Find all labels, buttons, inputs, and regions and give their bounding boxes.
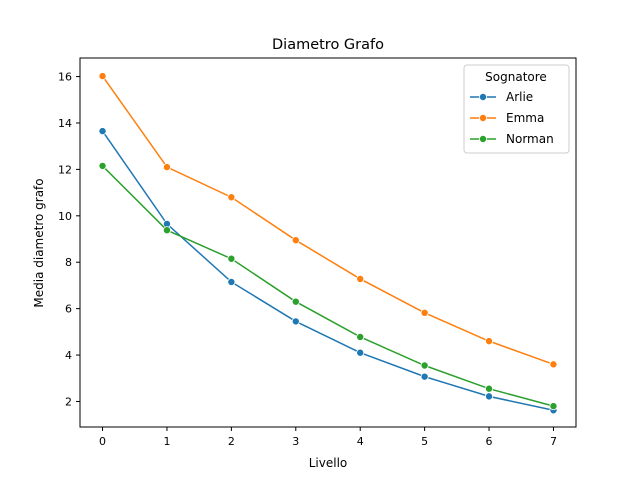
y-tick-label: 2	[65, 395, 72, 408]
legend-marker-arlie	[478, 93, 487, 102]
y-tick-label: 8	[65, 256, 72, 269]
y-tick-label: 16	[58, 71, 72, 84]
y-axis-label: Media diametro grafo	[32, 178, 46, 307]
y-tick-label: 12	[58, 163, 72, 176]
x-tick-label: 2	[228, 435, 235, 448]
legend-marker-norman	[478, 134, 487, 143]
legend-items: Arlie Emma Norman	[470, 90, 554, 146]
x-tick-label: 6	[486, 435, 493, 448]
legend-title: Sognatore	[485, 70, 547, 84]
data-point-norman	[549, 402, 558, 411]
data-point-arlie	[356, 348, 365, 357]
data-point-norman	[420, 361, 429, 370]
series-layer	[98, 72, 558, 415]
legend: Sognatore Arlie Emma Norman	[463, 64, 570, 154]
series-line-norman	[102, 165, 554, 407]
y-tick-label: 4	[65, 349, 72, 362]
x-tick-label: 0	[99, 435, 106, 448]
x-tick-label: 3	[292, 435, 299, 448]
data-point-emma	[227, 193, 236, 202]
x-tick-label: 1	[163, 435, 170, 448]
legend-marker-emma	[478, 114, 487, 123]
chart-title: Diametro Grafo	[272, 37, 384, 53]
data-point-emma	[485, 337, 494, 346]
data-point-emma	[291, 236, 300, 245]
data-point-emma	[162, 163, 171, 172]
series-line-emma	[101, 75, 554, 366]
x-tick-label: 4	[357, 435, 364, 448]
data-point-norman	[227, 254, 236, 263]
data-point-arlie	[291, 317, 300, 326]
x-tick-label: 5	[421, 435, 428, 448]
data-point-norman	[356, 332, 365, 341]
y-tick-label: 14	[58, 117, 72, 130]
plot-frame	[79, 57, 577, 428]
x-tick-label: 7	[550, 435, 557, 448]
legend-box	[463, 64, 570, 154]
legend-label-norman: Norman	[506, 132, 554, 146]
series-line-arlie	[101, 130, 554, 412]
y-tick-label: 6	[65, 303, 72, 316]
data-point-arlie	[227, 277, 236, 286]
x-axis-label: Livello	[309, 456, 348, 470]
data-point-emma	[98, 72, 107, 81]
data-point-norman	[485, 384, 494, 393]
data-point-arlie	[485, 392, 494, 401]
legend-label-emma: Emma	[506, 111, 544, 125]
data-point-arlie	[98, 127, 107, 136]
data-point-emma	[356, 274, 365, 283]
legend-label-arlie: Arlie	[506, 90, 533, 104]
data-point-norman	[162, 226, 171, 235]
data-point-norman	[98, 161, 107, 170]
data-point-norman	[291, 297, 300, 306]
y-tick-label: 10	[58, 210, 72, 223]
data-point-emma	[549, 360, 558, 369]
data-point-emma	[420, 308, 429, 317]
data-point-arlie	[420, 372, 429, 381]
